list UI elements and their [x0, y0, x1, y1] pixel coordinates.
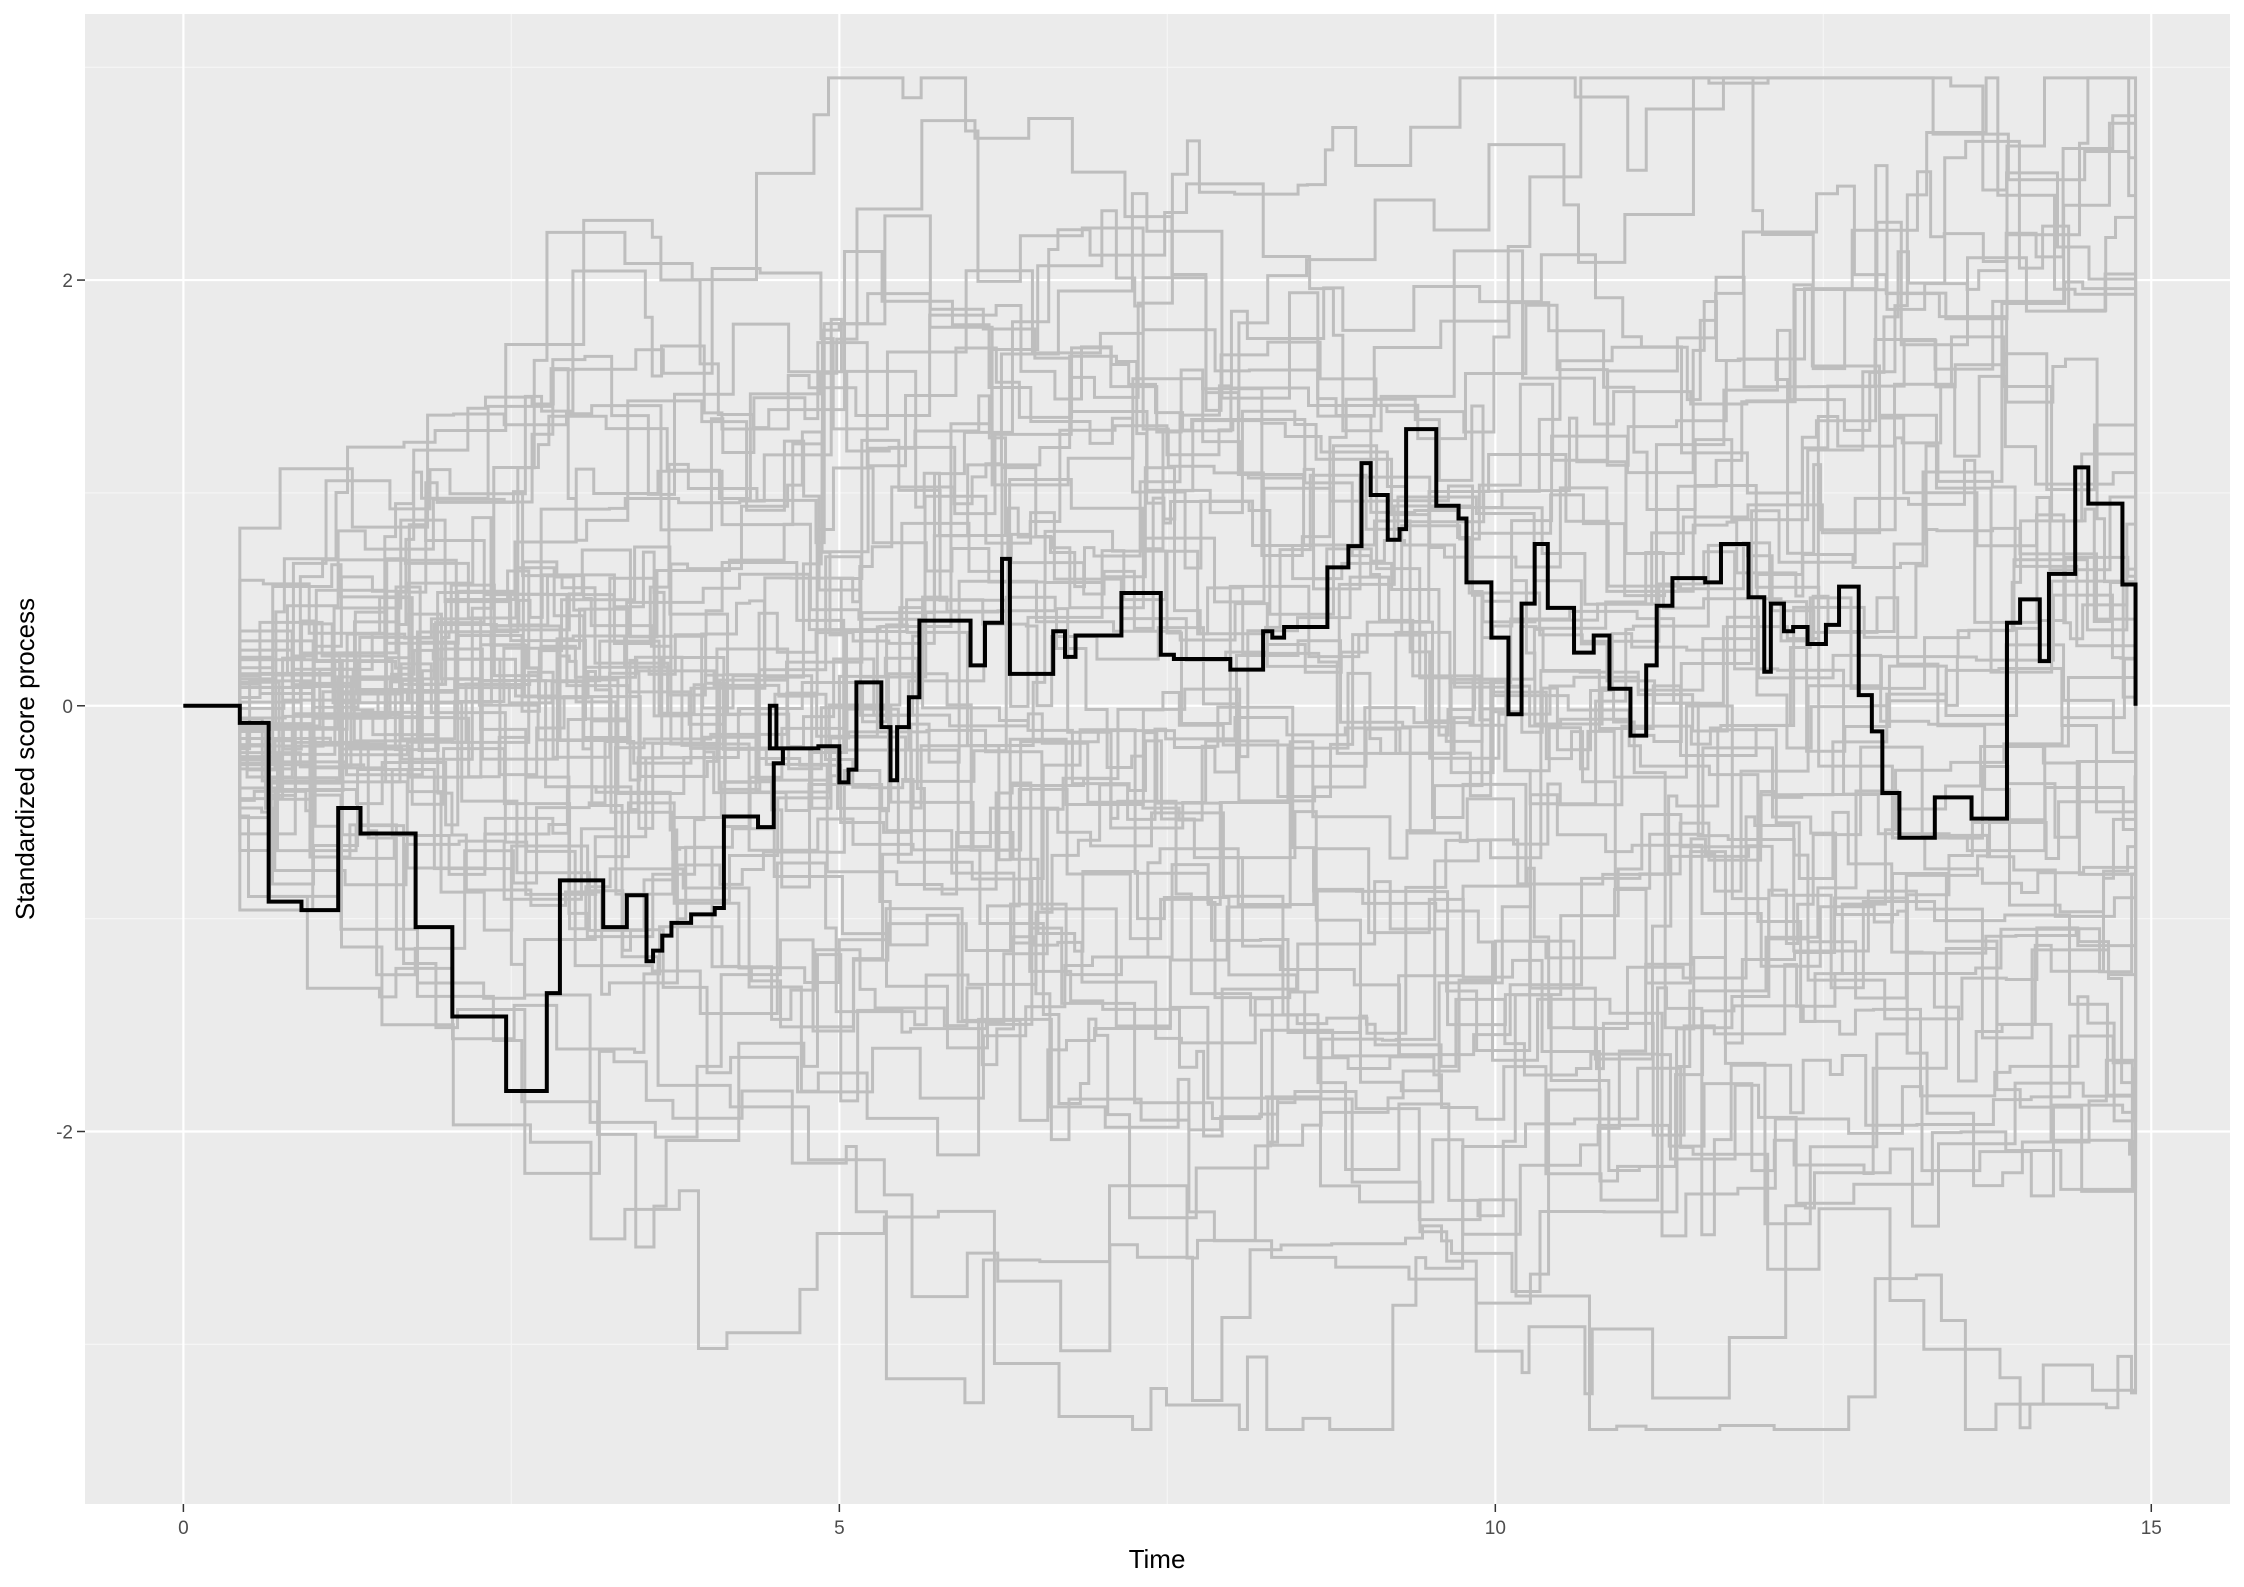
simulated-path [183, 76, 2138, 708]
simulated-path [183, 507, 2138, 1130]
simulated-path [183, 550, 2138, 1093]
x-tick-label: 10 [1485, 1518, 1506, 1539]
simulated-path [183, 558, 2138, 1035]
simulated-path [183, 589, 2138, 1226]
x-tick-label: 5 [834, 1518, 845, 1539]
simulated-paths [183, 76, 2138, 1431]
y-tick-label: 0 [62, 697, 73, 718]
simulated-path [183, 354, 2138, 1030]
observed-path-group [183, 427, 2138, 1094]
x-axis-title: Time [1129, 1544, 1186, 1574]
simulated-path [183, 555, 2138, 1057]
y-axis-title: Standardized score process [10, 598, 40, 920]
simulated-path [183, 220, 2138, 1028]
simulated-path [183, 116, 2138, 767]
simulated-path [183, 518, 2138, 1147]
simulated-path [183, 430, 2138, 814]
x-tick-label: 0 [178, 1518, 189, 1539]
x-axis-ticks: 0 5 10 15 [178, 1504, 2162, 1539]
simulated-path [183, 704, 2138, 1218]
simulated-path [183, 76, 2138, 717]
simulated-path [183, 458, 2138, 852]
simulated-path [183, 76, 2138, 977]
simulated-path [183, 704, 2138, 1431]
y-tick-label: -2 [56, 1123, 73, 1144]
observed-path [183, 427, 2138, 1094]
simulated-path [183, 558, 2138, 803]
simulated-path [183, 76, 2138, 747]
simulated-path [183, 481, 2138, 1236]
simulated-path [183, 218, 2138, 708]
simulated-path [183, 672, 2138, 1305]
simulated-path [183, 704, 2138, 1431]
simulated-path [183, 596, 2138, 1157]
simulated-path [183, 647, 2138, 1097]
y-axis-ticks: -2 0 2 [56, 271, 85, 1144]
simulated-path [183, 678, 2138, 1400]
simulated-path [183, 643, 2138, 1403]
simulated-path [183, 466, 2138, 1023]
x-tick-label: 15 [2141, 1518, 2162, 1539]
y-tick-label: 2 [62, 271, 73, 292]
simulated-path [183, 574, 2138, 1205]
simulated-path [183, 413, 2138, 939]
simulated-path [183, 114, 2138, 708]
